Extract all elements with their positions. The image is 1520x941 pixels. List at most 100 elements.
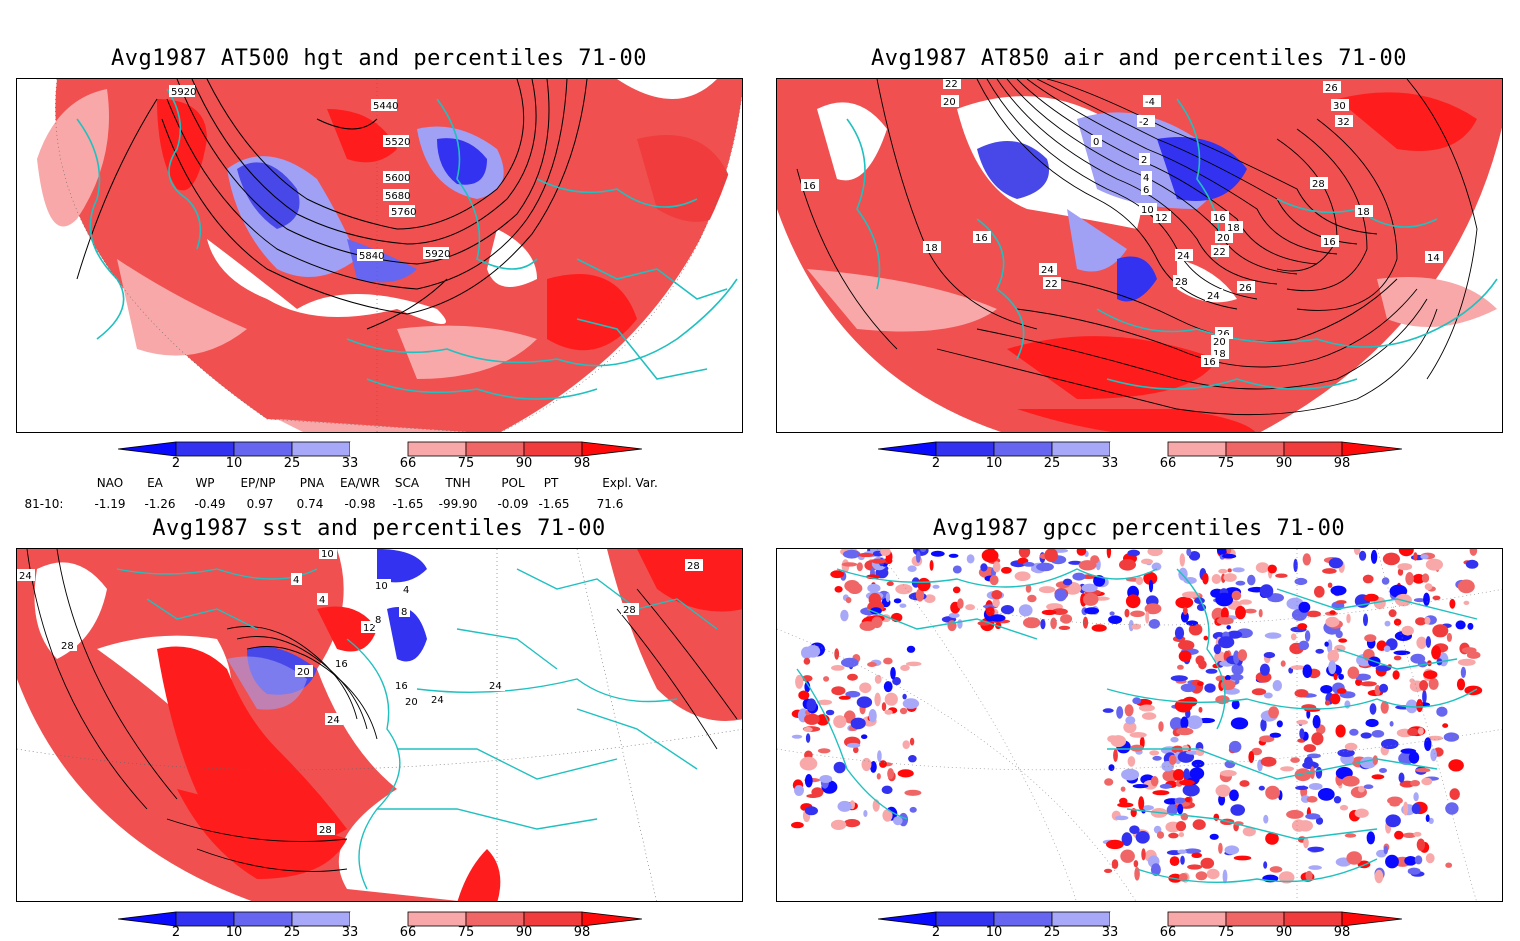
precip-anomaly-blob (794, 785, 804, 796)
precip-anomaly-blob (1182, 606, 1188, 615)
precip-anomaly-blob (1174, 626, 1185, 640)
contour-label: 24 (1041, 265, 1054, 276)
precip-anomaly-blob (1058, 625, 1071, 630)
precip-anomaly-blob (1144, 603, 1162, 615)
precip-anomaly-blob (1421, 777, 1433, 786)
precip-anomaly-blob (859, 621, 876, 631)
precip-anomaly-blob (1054, 588, 1067, 602)
colorbar-label: 10 (985, 456, 1003, 471)
precip-anomaly-blob (1255, 562, 1270, 573)
colorbar-4-labels: 2 10 25 33 66 75 90 98 (878, 925, 1402, 941)
precip-anomaly-blob (1315, 648, 1324, 654)
precip-anomaly-blob (1380, 700, 1389, 714)
contour-label: 8 (401, 607, 407, 618)
precip-anomaly-blob (1038, 586, 1056, 594)
precip-anomaly-blob (904, 789, 922, 796)
index-header: EA (147, 476, 163, 490)
precip-anomaly-blob (1358, 785, 1365, 793)
precip-anomaly-blob (1272, 680, 1282, 692)
precip-anomaly-blob (1354, 673, 1371, 681)
precip-anomaly-blob (1302, 664, 1313, 678)
colorbar-segment (1283, 441, 1343, 457)
colorbar-label: 75 (457, 456, 475, 471)
contour-label: 10 (1141, 205, 1154, 216)
precip-anomaly-blob (1381, 738, 1399, 750)
precip-anomaly-blob (1363, 784, 1374, 789)
precip-anomaly-blob (845, 690, 861, 698)
precip-anomaly-blob (1123, 721, 1137, 734)
index-value: -99.90 (438, 497, 478, 511)
precip-anomaly-blob (1127, 549, 1140, 557)
precip-anomaly-blob (1393, 650, 1411, 656)
contour-label: 24 (1177, 251, 1190, 262)
precip-anomaly-blob (1018, 604, 1033, 617)
precip-anomaly-blob (795, 674, 804, 689)
precip-anomaly-blob (1001, 566, 1012, 574)
precip-anomaly-blob (1416, 698, 1423, 713)
precip-anomaly-blob (1159, 783, 1172, 789)
precip-anomaly-blob (985, 606, 995, 617)
precip-anomaly-blob (1174, 797, 1186, 804)
precip-anomaly-blob (1148, 579, 1154, 593)
precip-anomaly-blob (981, 549, 999, 563)
precip-anomaly-blob (1288, 667, 1294, 674)
colorbar-segment (1167, 911, 1227, 927)
precip-anomaly-blob (1410, 780, 1420, 787)
precip-anomaly-blob (1230, 717, 1249, 730)
precip-anomaly-blob (897, 769, 914, 778)
precip-anomaly-blob (1125, 716, 1136, 725)
precip-anomaly-blob (1359, 550, 1367, 561)
contour-label: 28 (1312, 179, 1325, 190)
colorbar-label: 66 (399, 456, 417, 471)
precip-anomaly-blob (1178, 650, 1192, 662)
precip-anomaly-blob (1235, 605, 1246, 620)
colorbar-segment (175, 911, 235, 927)
colorbar-label: 75 (1217, 925, 1235, 940)
precip-anomaly-blob (1133, 860, 1139, 868)
precip-anomaly-blob (992, 561, 1001, 573)
precip-anomaly-blob (1374, 684, 1381, 696)
precip-anomaly-blob (870, 607, 882, 615)
precip-anomaly-blob (1265, 785, 1280, 800)
colorbar-segment (1051, 911, 1111, 927)
precip-anomaly-blob (1402, 832, 1417, 838)
precip-anomaly-blob (1141, 558, 1153, 565)
precip-anomaly-blob (1145, 611, 1150, 624)
precip-anomaly-blob (1204, 683, 1216, 693)
contour-label: 16 (395, 681, 408, 692)
contour-label: 18 (1227, 223, 1240, 234)
precip-anomaly-blob (834, 648, 840, 660)
index-header: PNA (299, 476, 325, 490)
precip-anomaly-blob (1461, 647, 1477, 654)
precip-anomaly-blob (1195, 871, 1208, 881)
precip-anomaly-blob (1104, 778, 1114, 786)
precip-anomaly-blob (1260, 756, 1277, 767)
precip-anomaly-blob (1337, 749, 1355, 757)
precip-anomaly-blob (1397, 568, 1404, 576)
precip-anomaly-blob (1422, 689, 1427, 704)
precip-anomaly-blob (1244, 608, 1257, 614)
contour-label: 0 (1093, 137, 1099, 148)
contour-label: -4 (1145, 97, 1155, 108)
precip-anomaly-blob (833, 761, 846, 774)
contour-label: 28 (687, 561, 700, 572)
precip-anomaly-blob (1341, 775, 1360, 787)
precip-anomaly-blob (1132, 697, 1142, 705)
precip-anomaly-blob (1232, 567, 1245, 573)
precip-anomaly-blob (1424, 737, 1432, 751)
precip-anomaly-blob (1198, 660, 1207, 670)
precip-anomaly-blob (1448, 759, 1464, 772)
precip-anomaly-blob (1263, 652, 1276, 659)
precip-anomaly-blob (1354, 808, 1369, 818)
precip-anomaly-blob (1177, 803, 1184, 815)
colorbar-label: 10 (985, 925, 1003, 940)
precip-anomaly-blob (1215, 784, 1231, 798)
precip-anomaly-blob (1290, 757, 1300, 763)
panel-4-map (776, 548, 1503, 902)
precip-anomaly-blob (1178, 832, 1185, 838)
precip-anomaly-blob (948, 612, 960, 619)
index-value: -1.26 (144, 497, 176, 511)
precip-anomaly-blob (1297, 820, 1313, 832)
panel-3-map: 24 28 10 4 4 10 4 8 12 8 16 20 16 20 24 24 24 28 28 28 (16, 548, 743, 902)
precip-anomaly-blob (1068, 560, 1083, 565)
